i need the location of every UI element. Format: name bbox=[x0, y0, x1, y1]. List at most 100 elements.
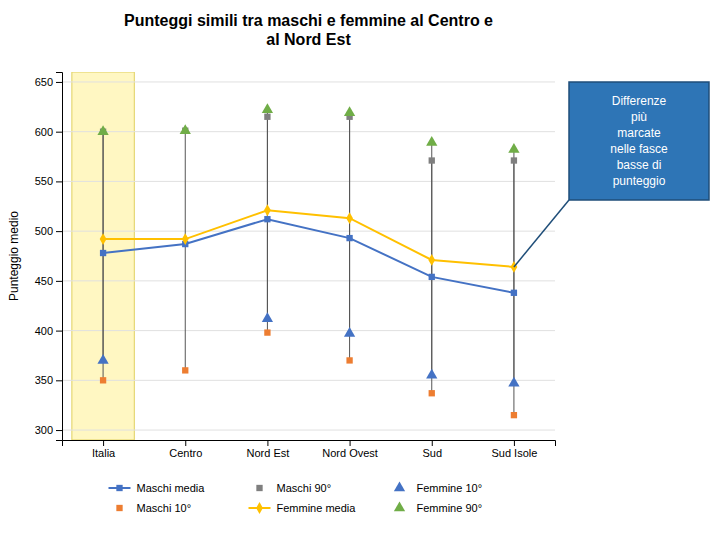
x-tick-mark bbox=[267, 440, 268, 446]
y-tick-label: 450 bbox=[35, 275, 53, 287]
y-tick: 350 bbox=[35, 374, 62, 386]
annotation-box bbox=[569, 82, 709, 200]
marks bbox=[62, 72, 555, 440]
point bbox=[511, 290, 517, 296]
grid-line bbox=[62, 430, 555, 431]
legend-item: Maschi media bbox=[109, 482, 206, 494]
legend-symbol bbox=[116, 485, 122, 491]
x-tick-mark bbox=[432, 440, 433, 446]
point bbox=[426, 136, 437, 146]
y-tick-mark bbox=[56, 380, 62, 381]
y-tick-label: 600 bbox=[35, 126, 53, 138]
legend-label: Maschi 10° bbox=[137, 502, 192, 514]
point bbox=[344, 106, 355, 116]
y-tick-label: 500 bbox=[35, 225, 53, 237]
annotation-connector bbox=[514, 200, 569, 267]
legend-item: Maschi 90° bbox=[256, 482, 331, 494]
legend-label: Femmine 10° bbox=[417, 482, 483, 494]
x-axis-line bbox=[63, 441, 556, 447]
y-tick-label: 400 bbox=[35, 325, 53, 337]
point bbox=[180, 124, 191, 134]
point bbox=[264, 114, 270, 120]
x-tick: Nord Ovest bbox=[322, 440, 378, 459]
y-tick: 650 bbox=[35, 76, 62, 88]
x-tick: Centro bbox=[169, 440, 202, 459]
x-axis: Italia Centro Nord Est Nord Ovest Sud Sud Iso… bbox=[63, 440, 556, 459]
point bbox=[100, 233, 107, 245]
legend-item: Maschi 10° bbox=[116, 502, 191, 514]
point bbox=[346, 357, 352, 363]
whiskers bbox=[103, 110, 514, 415]
highlight bbox=[72, 72, 134, 440]
point bbox=[508, 377, 519, 387]
y-tick-mark bbox=[56, 231, 62, 232]
legend-item: Femmine 10° bbox=[394, 481, 482, 493]
legend-symbol bbox=[256, 485, 262, 491]
range-line bbox=[185, 131, 186, 371]
grid-line bbox=[62, 380, 555, 381]
legend: Maschi media Maschi 10° Maschi 90° Femmine … bbox=[109, 481, 483, 513]
grid-line bbox=[62, 231, 555, 232]
x-tick: Sud Isole bbox=[491, 440, 537, 459]
y-tick: 550 bbox=[35, 175, 62, 187]
legend-symbol bbox=[394, 481, 405, 491]
point bbox=[264, 204, 271, 216]
y-axis: 300 350 400 450 500 550 600 650 bbox=[35, 73, 63, 441]
x-tick-label: Sud bbox=[422, 447, 442, 459]
point bbox=[97, 125, 108, 135]
y-tick-mark bbox=[56, 430, 62, 431]
x-tick-mark bbox=[350, 440, 351, 446]
y-tick-label: 300 bbox=[35, 424, 53, 436]
y-tick-mark bbox=[56, 181, 62, 182]
grid-line bbox=[62, 280, 555, 281]
grid-line bbox=[62, 330, 555, 331]
point bbox=[344, 327, 355, 337]
y-tick-label: 350 bbox=[35, 374, 53, 386]
series-line bbox=[103, 219, 514, 293]
grid-line bbox=[62, 81, 555, 82]
x-tick-label: Sud Isole bbox=[491, 447, 537, 459]
y-axis-line bbox=[56, 73, 63, 441]
legend-symbol bbox=[394, 501, 405, 511]
x-tick: Nord Est bbox=[247, 440, 290, 459]
point bbox=[100, 377, 106, 383]
y-tick-label: 650 bbox=[35, 76, 53, 88]
x-tick-label: Nord Est bbox=[247, 447, 290, 459]
y-tick-label: 550 bbox=[35, 175, 53, 187]
grid-line bbox=[62, 181, 555, 182]
legend-symbol bbox=[256, 502, 263, 514]
title: Punteggi simili tra maschi e femmine al … bbox=[124, 12, 493, 48]
y-axis-title: Punteggio medio bbox=[7, 211, 21, 301]
point bbox=[429, 390, 435, 396]
chart-svg: Punteggi simili tra maschi e femmine al … bbox=[0, 0, 720, 540]
point bbox=[100, 250, 106, 256]
y-tick-mark bbox=[56, 82, 62, 83]
x-tick: Sud bbox=[422, 440, 442, 459]
annotation: Differenzepiùmarcatenelle fascebasse dip… bbox=[514, 82, 709, 267]
point bbox=[346, 212, 353, 224]
y-tick-mark bbox=[56, 331, 62, 332]
legend-item: Femmine 90° bbox=[394, 501, 482, 513]
x-tick-label: Centro bbox=[169, 447, 202, 459]
annotation-text: Differenzepiùmarcatenelle fascebasse dip… bbox=[610, 94, 668, 188]
point bbox=[97, 354, 108, 364]
point bbox=[346, 235, 352, 241]
point bbox=[262, 103, 273, 113]
series-line bbox=[103, 210, 514, 267]
y-tick: 300 bbox=[35, 424, 62, 436]
grid-line bbox=[62, 131, 555, 132]
point bbox=[426, 369, 437, 379]
y-tick-mark bbox=[56, 132, 62, 133]
point bbox=[429, 274, 435, 280]
x-tick: Italia bbox=[92, 440, 116, 459]
legend-item: Femmine media bbox=[249, 502, 357, 514]
point bbox=[182, 233, 189, 245]
x-tick-mark bbox=[103, 440, 104, 446]
y-tick-mark bbox=[56, 281, 62, 282]
point bbox=[508, 143, 519, 153]
point bbox=[182, 367, 188, 373]
point bbox=[262, 312, 273, 322]
point bbox=[511, 412, 517, 418]
point bbox=[428, 254, 435, 266]
grid bbox=[62, 82, 555, 430]
